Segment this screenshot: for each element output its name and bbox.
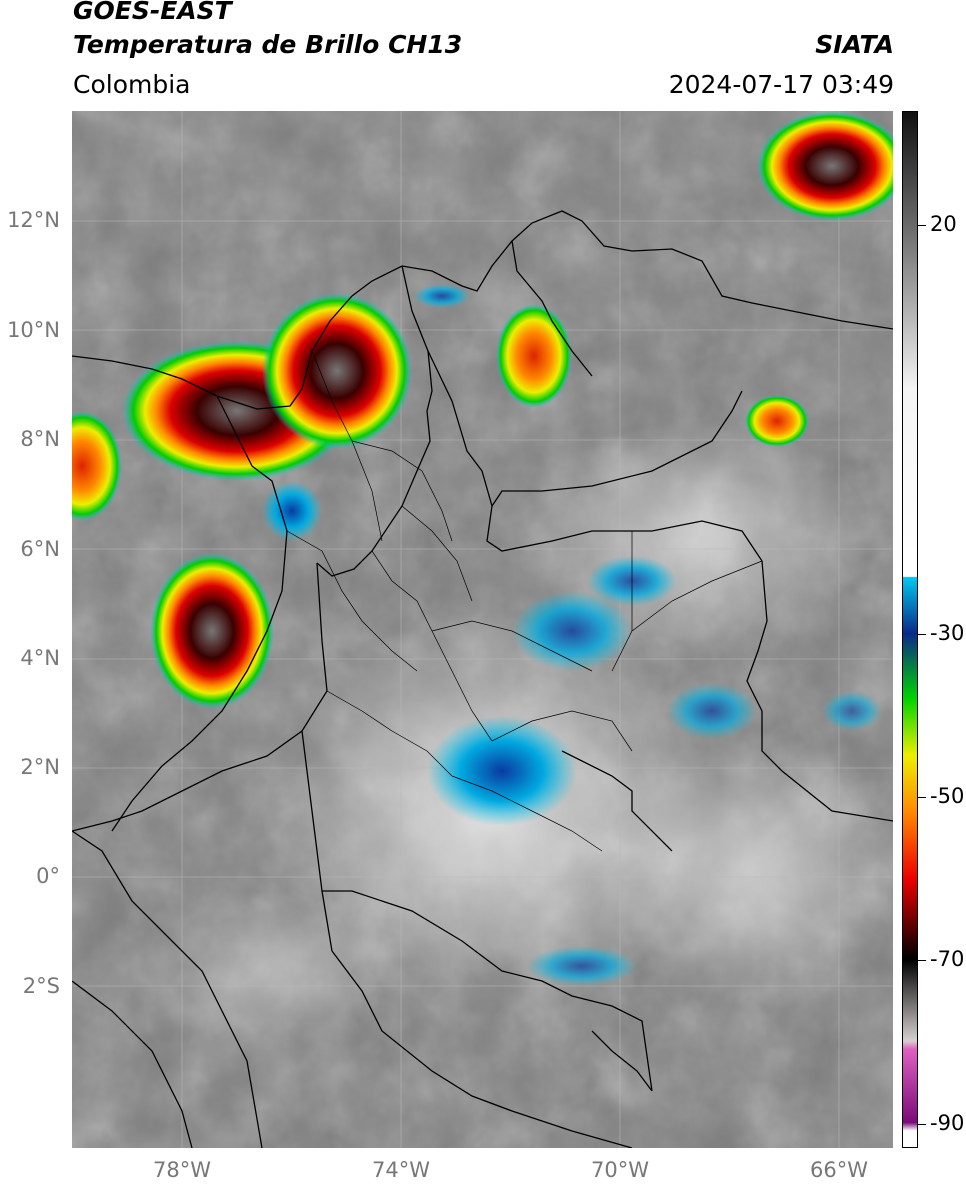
colorbar-label: -70 <box>930 947 965 972</box>
datetime-label: 2024-07-17 03:49 <box>668 70 894 99</box>
organization-label: SIATA <box>815 30 894 59</box>
lat-label: 10°N <box>7 318 60 342</box>
satellite-map[interactable] <box>72 111 893 1148</box>
colorbar-label: 20 <box>930 212 957 237</box>
product-title: Temperatura de Brillo CH13 <box>73 30 463 59</box>
colorbar-tick <box>918 633 926 635</box>
admin-borders <box>286 350 763 852</box>
colorbar-label: -30 <box>930 620 965 645</box>
lat-label: 2°N <box>20 755 60 779</box>
region-label: Colombia <box>73 70 191 99</box>
satellite-title: GOES-EAST <box>73 0 232 25</box>
lon-label: 78°W <box>153 1158 211 1182</box>
bright-region <box>142 891 402 1051</box>
borders <box>72 210 893 1148</box>
lat-label: 6°N <box>20 537 60 561</box>
colorbar-label: -90 <box>930 1110 965 1135</box>
convective-cells <box>72 111 893 986</box>
lat-label: 2°S <box>22 974 60 998</box>
colorbar-tick <box>918 1123 926 1125</box>
colorbar-tick <box>918 225 926 227</box>
lon-label: 66°W <box>810 1158 868 1182</box>
colorbar <box>902 111 918 1148</box>
lat-label: 8°N <box>20 427 60 451</box>
lat-label: 12°N <box>7 208 60 232</box>
lat-label: 4°N <box>20 646 60 670</box>
colorbar-tick <box>918 960 926 962</box>
colorbar-tick <box>918 796 926 798</box>
lon-label: 74°W <box>372 1158 430 1182</box>
colorbar-label: -50 <box>930 783 965 808</box>
lat-label: 0° <box>36 864 60 888</box>
lon-label: 70°W <box>591 1158 649 1182</box>
bright-region <box>592 731 893 1011</box>
